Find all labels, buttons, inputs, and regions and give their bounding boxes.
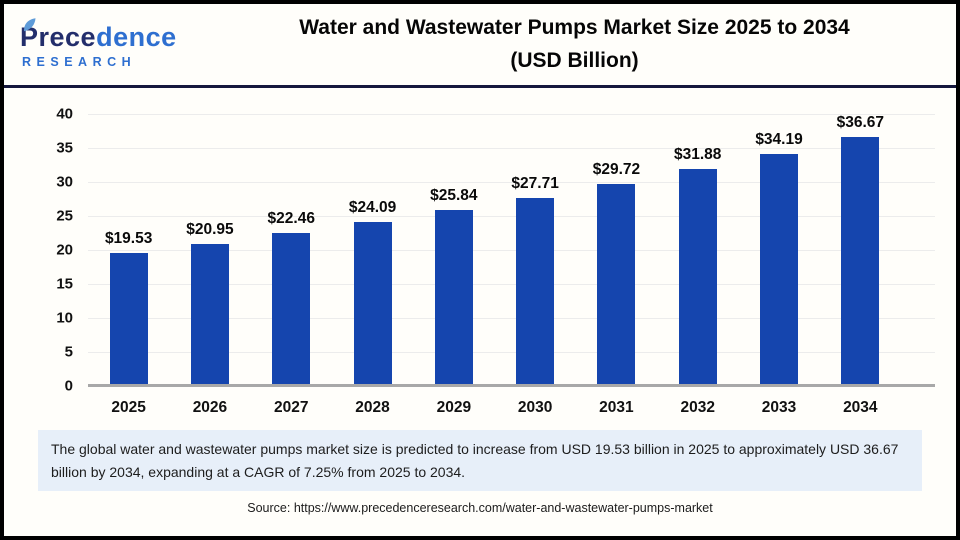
y-tick-label: 40	[56, 105, 73, 123]
bar-group: $27.71 2030	[494, 114, 575, 416]
bar-group: $19.53 2025	[88, 114, 169, 416]
logo-text-primary: Prece	[20, 22, 97, 52]
bar-value-label: $25.84	[430, 187, 478, 205]
y-tick-label: 15	[56, 275, 73, 293]
source-text: Source: https://www.precedenceresearch.c…	[247, 501, 713, 516]
gridline	[88, 318, 935, 319]
bar	[760, 153, 799, 386]
x-tick-label: 2032	[680, 399, 715, 416]
bar-group: $22.46 2027	[251, 114, 332, 416]
bar-value-label: $24.09	[348, 199, 397, 217]
y-tick-label: 20	[56, 241, 73, 259]
x-tick-label: 2034	[843, 399, 878, 416]
bar-value-label: $29.72	[592, 160, 641, 178]
y-tick-label: 5	[64, 343, 73, 361]
summary-box: The global water and wastewater pumps ma…	[38, 430, 922, 492]
gridline	[88, 250, 935, 251]
bar	[190, 243, 229, 386]
gridline	[88, 284, 935, 285]
x-tick-label: 2031	[599, 399, 634, 416]
bar-group: $31.88 2032	[657, 114, 738, 416]
gridline	[88, 352, 935, 353]
leaf-icon	[24, 18, 36, 32]
bar-value-label: $20.95	[186, 220, 234, 238]
plot-area: $19.53 2025 $20.95 2026 $22.46 2027 $24.09 2028…	[88, 114, 935, 416]
gridline	[88, 216, 935, 217]
bar	[434, 210, 473, 386]
gridline	[88, 182, 935, 183]
bar-group: $20.95 2026	[169, 114, 250, 416]
header: Precedence RESEARCH Water and Wastewater…	[4, 4, 956, 88]
gridline	[88, 148, 935, 149]
gridline	[88, 114, 935, 115]
summary-text: The global water and wastewater pumps ma…	[51, 441, 899, 480]
bar	[678, 169, 717, 386]
bar-group: $29.72 2031	[576, 114, 657, 416]
y-tick-label: 35	[56, 139, 73, 157]
bar	[109, 253, 148, 386]
bar	[841, 137, 880, 386]
x-tick-label: 2028	[355, 399, 390, 416]
x-tick-label: 2030	[517, 399, 553, 416]
bar-group: $36.67 2034	[820, 114, 901, 416]
bar-group: $34.19 2033	[738, 114, 819, 416]
y-axis: 0 5 10 15 20 25 30 35 40	[4, 106, 88, 395]
logo-text-secondary: dence	[96, 22, 177, 52]
y-tick-label: 10	[56, 309, 73, 327]
bar-value-label: $34.19	[755, 130, 803, 148]
y-tick-label: 30	[56, 173, 73, 191]
x-axis-line	[88, 384, 935, 387]
bar-value-label: $19.53	[104, 230, 153, 248]
bar-value-label: $36.67	[836, 114, 885, 131]
x-tick-label: 2026	[192, 399, 228, 416]
logo-wordmark: Precedence	[20, 18, 205, 52]
chart-title-line1: Water and Wastewater Pumps Market Size 2…	[299, 15, 850, 39]
x-tick-label: 2025	[111, 399, 146, 416]
x-tick-label: 2033	[761, 399, 797, 416]
bars-container: $19.53 2025 $20.95 2026 $22.46 2027 $24.09 2028…	[88, 114, 901, 416]
chart-title: Water and Wastewater Pumps Market Size 2…	[205, 12, 944, 77]
y-tick-label: 0	[64, 377, 73, 395]
y-tick-label: 25	[56, 207, 73, 225]
chart-title-line2: (USD Billion)	[510, 48, 639, 72]
x-tick-label: 2027	[273, 399, 309, 416]
precedence-research-logo: Precedence RESEARCH	[20, 18, 205, 69]
logo-subtitle: RESEARCH	[22, 55, 137, 69]
bar-group: $24.09 2028	[332, 114, 413, 416]
bar-value-label: $22.46	[267, 210, 315, 228]
bar	[353, 222, 392, 386]
x-tick-label: 2029	[436, 399, 472, 416]
bar	[516, 197, 555, 386]
bar-value-label: $27.71	[511, 174, 559, 192]
bar	[272, 233, 311, 386]
bar	[597, 183, 636, 386]
bar-chart: 0 5 10 15 20 25 30 35 40 $19.53 2025 $20.95 2026 $22…	[4, 106, 935, 416]
bar-group: $25.84 2029	[413, 114, 494, 416]
bar-value-label: $31.88	[674, 146, 722, 164]
